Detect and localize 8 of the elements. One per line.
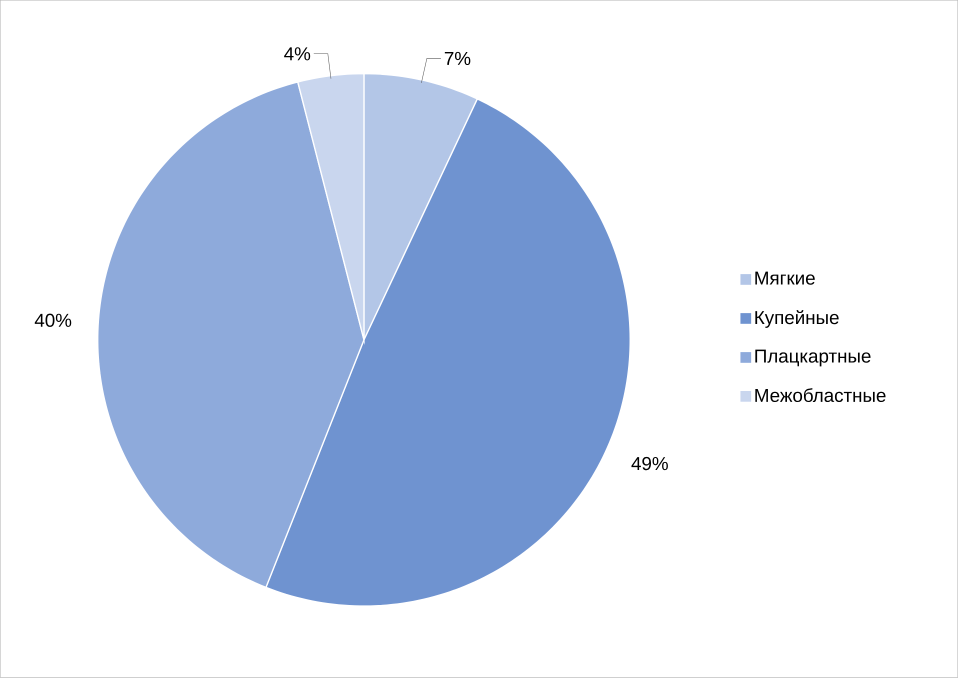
legend-label: Купейные <box>755 310 839 328</box>
data-label: 40% <box>34 314 72 328</box>
legend-label: Плацкартные <box>755 350 871 367</box>
data-label: 4% <box>284 47 310 60</box>
legend-label: Мягкие <box>755 272 815 285</box>
data-label: 49% <box>631 457 668 470</box>
data-label: 7% <box>444 52 470 66</box>
legend-label: Межобластные <box>755 388 886 402</box>
